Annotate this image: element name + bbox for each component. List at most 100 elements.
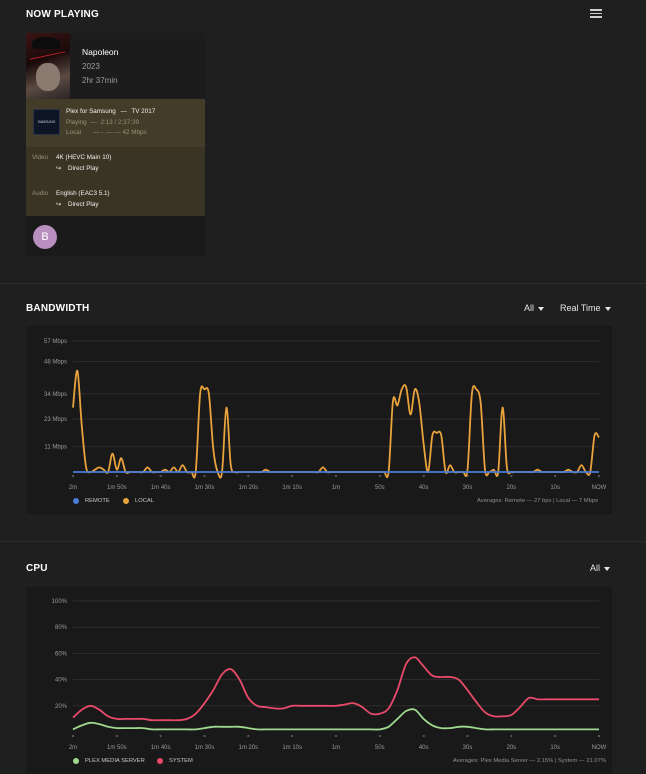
data-point [72, 717, 73, 718]
data-point [186, 729, 187, 730]
data-point [397, 471, 398, 472]
data-point [125, 471, 126, 472]
data-point [300, 705, 301, 706]
series-line [72, 708, 599, 731]
remote-legend-label[interactable]: REMOTE [85, 498, 110, 504]
x-tick-mark [335, 475, 337, 477]
data-point [480, 402, 481, 403]
data-point [502, 407, 503, 408]
media-title[interactable]: Napoleon [82, 47, 119, 57]
data-point [546, 471, 547, 472]
data-point [590, 729, 591, 730]
data-point [265, 469, 266, 470]
location-info: Local — - .— — 42 Mbps [66, 129, 147, 136]
x-tick-label: 1m 20s [238, 745, 258, 751]
x-tick-mark [247, 475, 250, 477]
media-duration: 2hr 37min [82, 76, 118, 85]
data-point [261, 471, 262, 472]
x-tick-mark [598, 735, 600, 737]
data-point [515, 471, 516, 472]
data-point [353, 703, 354, 704]
cpu-filter-dropdown[interactable]: All [590, 563, 611, 573]
bandwidth-time-dropdown[interactable]: Real Time [560, 303, 611, 313]
data-point [463, 471, 464, 472]
x-tick-mark [72, 735, 74, 737]
system-legend-label[interactable]: SYSTEM [169, 758, 193, 764]
data-point [72, 729, 73, 730]
data-point [213, 689, 214, 690]
data-point [581, 471, 582, 472]
data-point [116, 727, 117, 728]
data-point [164, 469, 165, 470]
data-point [265, 707, 266, 708]
data-point [248, 697, 249, 698]
player-info: Plex for Samsung — TV 2017 [66, 108, 156, 115]
x-tick-label: 1m 40s [151, 745, 171, 751]
series-local [72, 369, 600, 479]
x-tick-mark [115, 735, 118, 737]
media-header[interactable]: Napoleon 2023 2hr 37min [26, 33, 205, 99]
pms-legend-label[interactable]: PLEX MEDIA SERVER [85, 758, 145, 764]
data-point [432, 471, 433, 472]
poster-image[interactable] [26, 33, 70, 99]
data-point [107, 716, 108, 717]
x-tick-label: 1m 10s [282, 485, 302, 491]
system-legend-dot [157, 758, 163, 764]
x-tick-label: 20s [506, 745, 516, 751]
data-point [484, 469, 485, 470]
user-avatar[interactable]: B [33, 225, 57, 249]
x-tick-label: 40s [419, 745, 429, 751]
data-point [182, 465, 183, 466]
data-point [590, 471, 591, 472]
data-point [204, 703, 205, 704]
data-point [392, 400, 393, 401]
data-point [121, 458, 122, 459]
data-point [221, 726, 222, 727]
data-point [186, 471, 187, 472]
data-point [427, 471, 428, 472]
data-point [476, 701, 477, 702]
data-point [94, 469, 95, 470]
list-view-icon[interactable] [590, 9, 602, 20]
data-point [563, 471, 564, 472]
data-point [432, 435, 433, 436]
data-point [99, 724, 100, 725]
data-point [208, 393, 209, 394]
data-point [322, 467, 323, 468]
x-tick-label: 1m 30s [195, 485, 215, 491]
local-legend-label[interactable]: LOCAL [135, 498, 155, 504]
data-point [72, 407, 73, 408]
audio-mode: ↪ Direct Play [56, 201, 99, 208]
media-year: 2023 [82, 62, 100, 71]
data-point [292, 705, 293, 706]
data-point [379, 729, 380, 730]
caret-down-icon [538, 306, 545, 311]
data-point [419, 471, 420, 472]
now-playing-card[interactable]: Napoleon 2023 2hr 37min SAMSUNG Plex for… [26, 33, 205, 256]
data-point [327, 729, 328, 730]
y-tick-label: 34 Mbps [44, 392, 67, 398]
video-mode: ↪ Direct Play [56, 165, 99, 172]
data-point [414, 709, 415, 710]
data-point [169, 729, 170, 730]
data-point [252, 471, 253, 472]
data-point [134, 727, 135, 728]
data-point [169, 471, 170, 472]
data-point [230, 726, 231, 727]
x-tick-label: NOW [592, 485, 607, 491]
x-tick-mark [466, 475, 469, 477]
data-point [594, 435, 595, 436]
data-point [384, 471, 385, 472]
series-line [72, 656, 599, 722]
data-point [537, 699, 538, 700]
data-point [86, 467, 87, 468]
data-point [81, 471, 82, 472]
data-point [156, 471, 157, 472]
data-point [537, 469, 538, 470]
bandwidth-filter-dropdown[interactable]: All [524, 303, 545, 313]
data-point [572, 699, 573, 700]
data-point [230, 465, 231, 466]
audio-value: English (EAC3 5.1) [56, 190, 110, 197]
x-tick-mark [422, 735, 425, 737]
data-point [257, 705, 258, 706]
